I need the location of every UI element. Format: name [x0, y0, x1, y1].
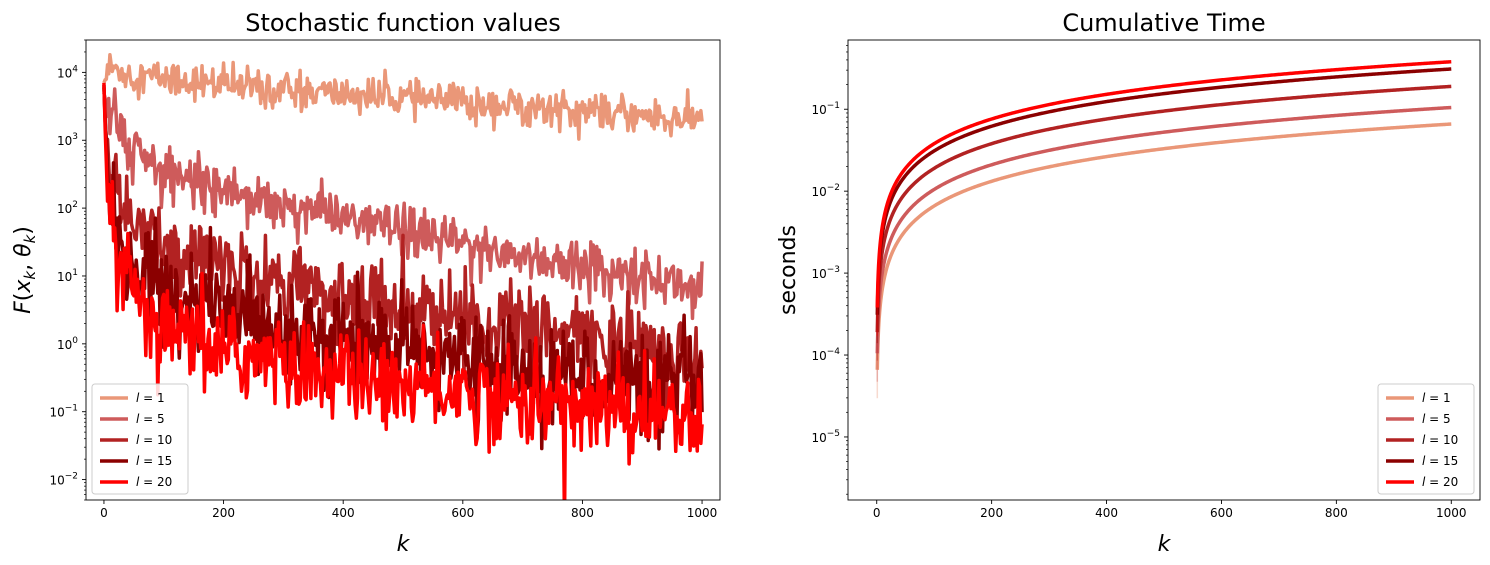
x-tick-label: 800	[571, 506, 594, 520]
legend-box	[91, 383, 189, 495]
series-line-l1	[102, 52, 704, 141]
x-tick-label: 400	[332, 506, 355, 520]
x-tick-label: 600	[451, 506, 474, 520]
legend-label: l = 15	[1422, 454, 1458, 468]
x-tick-label: 200	[980, 506, 1003, 520]
y-tick-label: 10−3	[811, 265, 840, 281]
legend: l = 1 l = 5 l = 10 l = 15 l = 20	[91, 383, 189, 495]
y-tick-label: 101	[57, 268, 78, 284]
x-tick-label: 1000	[687, 506, 718, 520]
legend-label: l = 15	[136, 454, 172, 468]
series-line-l5	[102, 87, 704, 321]
y-tick-label: 10−5	[811, 429, 840, 445]
y-axis-label: seconds	[776, 225, 801, 315]
legend-label: l = 1	[136, 391, 165, 405]
y-tick-label: 10−4	[811, 347, 840, 363]
series-group	[875, 59, 1452, 399]
legend-label: l = 10	[1422, 433, 1458, 447]
legend: l = 1 l = 5 l = 10 l = 15 l = 20	[1377, 383, 1475, 495]
legend-box	[1377, 383, 1475, 495]
y-tick-label: 10−1	[49, 404, 78, 420]
legend-label: l = 20	[1422, 475, 1458, 489]
series-line-l1	[875, 122, 1452, 370]
x-tick-label: 1000	[1436, 506, 1467, 520]
y-tick-label: 103	[57, 132, 78, 148]
y-tick-label: 10−2	[811, 183, 840, 199]
series-line-l15	[875, 67, 1452, 315]
plot-frame	[85, 39, 721, 501]
series-line-l10	[102, 87, 704, 411]
legend-label: l = 10	[136, 433, 172, 447]
legend-label: l = 5	[136, 412, 165, 426]
series-line-l5	[875, 105, 1452, 354]
y-axis-label: F(xk, θk)	[11, 226, 39, 314]
x-axis-label: k	[1158, 532, 1172, 557]
series-line-l10	[875, 84, 1452, 333]
plot-frame	[847, 39, 1481, 501]
series-line-l20	[875, 59, 1452, 308]
x-tick-label: 0	[873, 506, 881, 520]
legend-label: l = 20	[136, 475, 172, 489]
legend-label: l = 1	[1422, 391, 1451, 405]
series-line-l20	[102, 82, 704, 500]
x-tick-label: 200	[212, 506, 235, 520]
y-tick-label: 10−2	[49, 472, 78, 488]
y-tick-label: 104	[57, 64, 78, 80]
chart-stochastic-function-values: 0 200 400 600 800 1000 10−2 10−1 100 101 102 103 104…	[11, 9, 721, 557]
chart-title: Stochastic function values	[245, 9, 561, 37]
series-group	[102, 52, 704, 500]
y-tick-label: 10−1	[811, 101, 840, 117]
chart-cumulative-time: 0 200 400 600 800 1000 10−5 10−4 10−3 10−2 10−1 Cum…	[776, 9, 1481, 557]
x-tick-label: 0	[100, 506, 108, 520]
y-tick-label: 100	[57, 336, 78, 352]
x-tick-label: 400	[1095, 506, 1118, 520]
x-axis-label: k	[397, 532, 411, 557]
x-tick-label: 800	[1325, 506, 1348, 520]
chart-title: Cumulative Time	[1062, 9, 1265, 37]
legend-label: l = 5	[1422, 412, 1451, 426]
x-tick-label: 600	[1210, 506, 1233, 520]
y-tick-label: 102	[57, 200, 78, 216]
